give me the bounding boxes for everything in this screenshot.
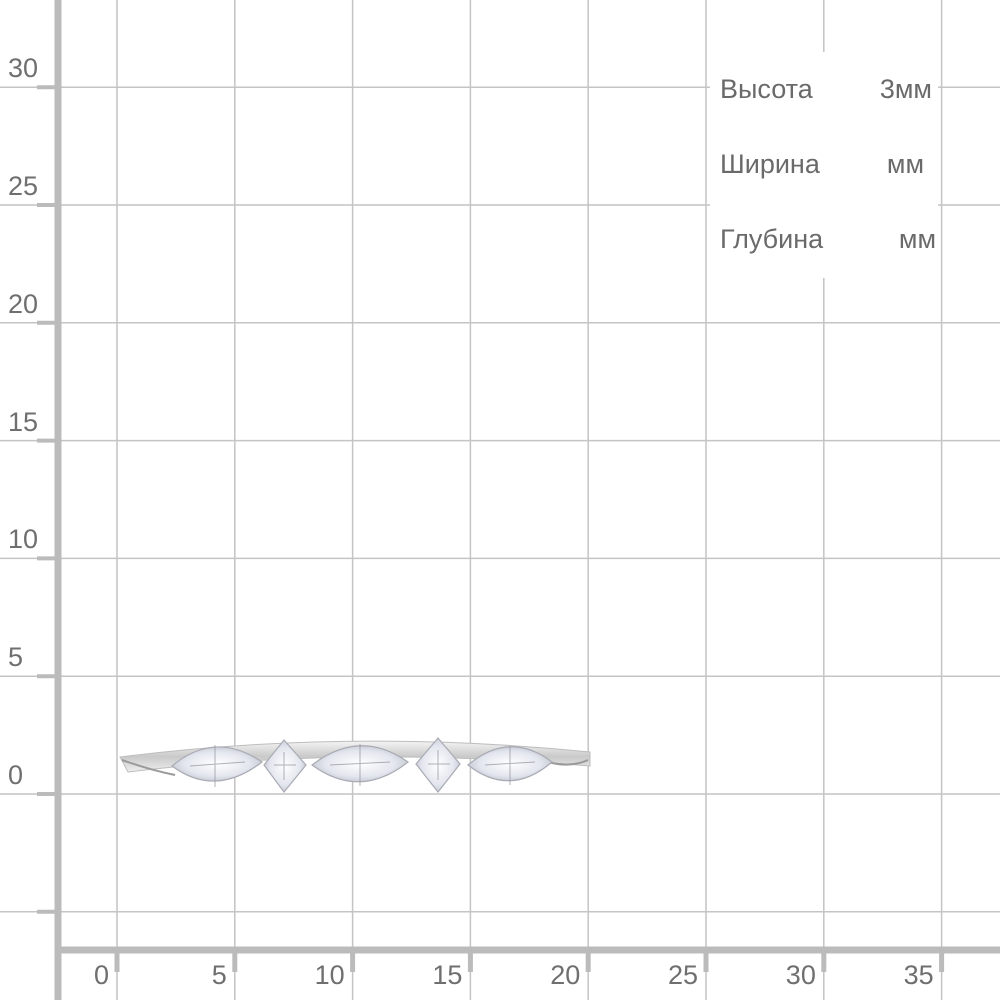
x-axis-label: 35 (903, 960, 934, 990)
x-axis-label: 25 (668, 960, 699, 990)
y-axis-label: 10 (8, 524, 39, 555)
x-axis-label: 20 (550, 960, 581, 990)
dimension-width: Ширина мм (720, 149, 932, 180)
x-axis-label: 30 (785, 960, 816, 990)
y-axis-label: 20 (8, 288, 39, 319)
x-axis-label: 10 (314, 960, 345, 990)
dimension-height: Высота 3мм (720, 74, 932, 105)
dimension-label: Глубина (720, 224, 824, 254)
dimension-value: мм (886, 149, 924, 179)
x-axis-label: 5 (211, 960, 227, 990)
y-axis-label: 5 (8, 642, 24, 673)
y-axis-label: 30 (8, 53, 39, 84)
dimension-value: 3мм (879, 74, 932, 104)
dimension-label: Ширина (720, 149, 820, 179)
dimension-label: Высота (720, 74, 813, 104)
x-axis-label: 0 (94, 960, 110, 990)
x-axis-label: 15 (432, 960, 463, 990)
dimension-value: мм (898, 224, 936, 254)
y-axis-label: 0 (8, 760, 24, 790)
dimensions-panel: Высота 3мм Ширина мм Глубина мм (710, 52, 938, 278)
dimension-depth: Глубина мм (720, 224, 936, 255)
y-axis-label: 15 (8, 406, 39, 437)
y-axis-label: 25 (8, 171, 39, 201)
